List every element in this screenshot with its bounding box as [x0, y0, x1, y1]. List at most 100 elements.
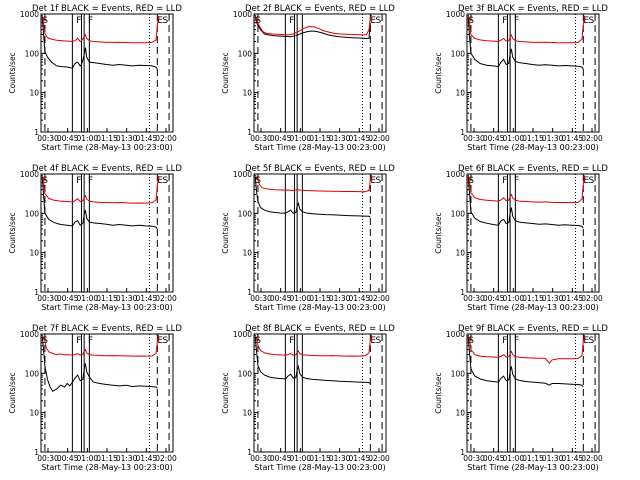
events-series-line	[254, 15, 371, 39]
event-label: F	[88, 176, 93, 186]
event-label: S	[468, 16, 474, 26]
x-tick-label: 00:30	[463, 134, 485, 143]
event-label: F	[514, 336, 519, 346]
event-label: S	[42, 336, 48, 346]
x-tick-label: 01:00	[77, 294, 99, 303]
x-tick-label: 02:00	[581, 454, 603, 463]
events-series-line	[254, 176, 371, 218]
y-tick-label: 1000	[446, 10, 465, 19]
event-label: F	[289, 336, 294, 346]
y-tick-label: 10	[242, 249, 252, 258]
event-label: F	[88, 16, 93, 26]
event-label: E	[370, 336, 376, 346]
x-tick-label: 01:45	[562, 454, 584, 463]
x-tick-label: 00:30	[463, 294, 485, 303]
x-tick-label: 01:45	[349, 454, 371, 463]
x-tick-label: 00:45	[483, 294, 505, 303]
x-axis-label: Start Time (28-May-13 00:23:00)	[254, 303, 385, 312]
lld-series-line	[254, 14, 373, 36]
event-label: S	[255, 336, 261, 346]
x-tick-label: 02:00	[368, 454, 390, 463]
event-label: E	[583, 176, 589, 186]
event-label: S	[468, 176, 474, 186]
event-label: S	[589, 16, 595, 26]
y-tick-label: 100	[451, 49, 466, 58]
event-label: E	[370, 16, 376, 26]
x-axis-label: Start Time (28-May-13 00:23:00)	[41, 303, 172, 312]
y-tick-label: 100	[25, 209, 40, 218]
plot-frame	[253, 13, 387, 133]
x-tick-label: 01:45	[562, 294, 584, 303]
event-label: F	[514, 16, 519, 26]
detector-panel: Det 8f BLACK = Events, RED = LLD 1 10 100 10…	[221, 324, 395, 472]
event-label: E	[157, 336, 163, 346]
panel-title: Det 8f BLACK = Events, RED = LLD	[245, 324, 395, 334]
plot-frame	[466, 13, 600, 133]
x-tick-label: 01:15	[522, 294, 544, 303]
y-tick-label: 1000	[233, 170, 252, 179]
panel-title: Det 9f BLACK = Events, RED = LLD	[458, 324, 608, 334]
y-axis-label: Counts/sec	[434, 372, 443, 413]
event-label: S	[255, 16, 261, 26]
x-tick-label: 02:00	[368, 134, 390, 143]
y-tick-label: 100	[451, 369, 466, 378]
event-label: F	[514, 176, 519, 186]
event-label: S	[42, 16, 48, 26]
y-tick-label: 10	[242, 89, 252, 98]
y-tick-label: 10	[29, 89, 39, 98]
x-tick-label: 01:15	[522, 134, 544, 143]
lld-series-line	[41, 174, 160, 204]
event-label: S	[163, 176, 169, 186]
x-axis-label: Start Time (28-May-13 00:23:00)	[41, 463, 172, 472]
x-tick-label: 01:45	[562, 134, 584, 143]
x-tick-label: 01:30	[116, 454, 138, 463]
event-label: S	[589, 176, 595, 186]
detector-panel: Det 2f BLACK = Events, RED = LLD 1 10 100 10…	[221, 4, 395, 152]
x-tick-label: 01:00	[290, 294, 312, 303]
event-label: E	[157, 176, 163, 186]
event-label: E	[157, 16, 163, 26]
lld-series-line	[254, 334, 373, 357]
detector-panel: Det 9f BLACK = Events, RED = LLD 1 10 100 10…	[434, 324, 608, 472]
x-tick-label: 01:00	[503, 294, 525, 303]
events-series-line	[467, 176, 584, 229]
y-tick-label: 100	[25, 369, 40, 378]
events-series-line	[467, 336, 584, 388]
detector-panel: Det 5f BLACK = Events, RED = LLD 1 10 100 10…	[221, 164, 395, 312]
x-tick-label: 01:15	[309, 454, 331, 463]
x-axis-label: Start Time (28-May-13 00:23:00)	[254, 143, 385, 152]
y-tick-label: 1000	[446, 170, 465, 179]
x-axis-label: Start Time (28-May-13 00:23:00)	[467, 143, 598, 152]
x-axis-label: Start Time (28-May-13 00:23:00)	[41, 143, 172, 152]
y-axis-label: Counts/sec	[8, 372, 17, 413]
x-tick-label: 01:00	[290, 454, 312, 463]
x-tick-label: 01:30	[542, 134, 564, 143]
y-axis-label: Counts/sec	[8, 52, 17, 93]
y-tick-label: 1	[460, 128, 465, 137]
event-label: F	[76, 336, 81, 346]
x-tick-label: 02:00	[155, 454, 177, 463]
event-label: S	[589, 336, 595, 346]
x-tick-label: 01:15	[96, 294, 118, 303]
y-tick-label: 100	[451, 209, 466, 218]
x-tick-label: 00:45	[270, 294, 292, 303]
x-tick-label: 01:45	[349, 134, 371, 143]
event-label: S	[42, 176, 48, 186]
x-tick-label: 01:30	[329, 454, 351, 463]
y-tick-label: 1	[247, 448, 252, 457]
x-tick-label: 01:15	[96, 454, 118, 463]
y-tick-label: 1	[460, 448, 465, 457]
x-tick-label: 01:00	[290, 134, 312, 143]
event-label: S	[376, 336, 382, 346]
x-tick-label: 01:30	[329, 294, 351, 303]
x-tick-label: 01:00	[77, 454, 99, 463]
x-tick-label: 00:30	[37, 134, 59, 143]
x-tick-label: 00:30	[250, 134, 272, 143]
event-label: F	[502, 16, 507, 26]
x-tick-label: 00:45	[483, 454, 505, 463]
x-tick-label: 01:00	[503, 134, 525, 143]
plot-frame	[253, 333, 387, 453]
detector-panel: Det 3f BLACK = Events, RED = LLD 1 10 100 10…	[434, 4, 608, 152]
y-tick-label: 10	[455, 249, 465, 258]
